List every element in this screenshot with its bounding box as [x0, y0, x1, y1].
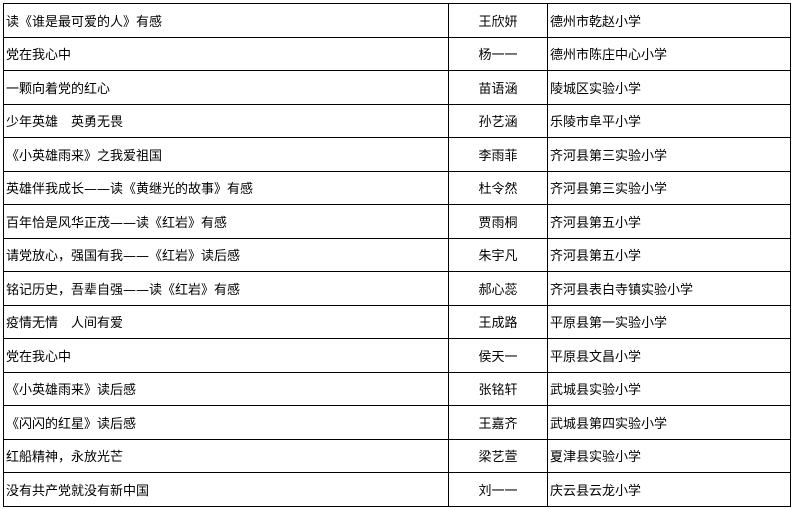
- school-cell: 齐河县第五小学: [547, 237, 791, 272]
- school-cell: 夏津县实验小学: [547, 438, 791, 473]
- student-name-cell: 贾雨桐: [448, 204, 548, 239]
- school-cell: 齐河县第五小学: [547, 204, 791, 239]
- student-name-cell: 刘一一: [448, 472, 548, 507]
- award-table-body: 读《谁是最可爱的人》有感 王欣妍 德州市乾赵小学 党在我心中 杨一一 德州市陈庄中心小学一…: [3, 3, 791, 507]
- essay-title-cell: 《小英雄雨来》读后感: [3, 371, 449, 406]
- table-row: 《小英雄雨来》之我爱祖国 李雨菲 齐河县第三实验小学: [3, 137, 791, 172]
- student-name-cell: 杜令然: [448, 170, 548, 205]
- school-cell: 齐河县第三实验小学: [547, 137, 791, 172]
- table-row: 一颗向着党的红心 苗语涵 陵城区实验小学: [3, 70, 791, 105]
- table-row: 读《谁是最可爱的人》有感 王欣妍 德州市乾赵小学: [3, 3, 791, 38]
- school-cell: 平原县第一实验小学: [547, 304, 791, 339]
- essay-title-cell: 英雄伴我成长——读《黄继光的故事》有感: [3, 170, 449, 205]
- student-name-cell: 张铭轩: [448, 371, 548, 406]
- school-cell: 庆云县云龙小学: [547, 472, 791, 507]
- school-cell: 武城县第四实验小学: [547, 405, 791, 440]
- table-row: 《闪闪的红星》读后感 王嘉齐 武城县第四实验小学: [3, 405, 791, 440]
- school-cell: 武城县实验小学: [547, 371, 791, 406]
- table-row: 百年恰是风华正茂——读《红岩》有感 贾雨桐 齐河县第五小学: [3, 204, 791, 239]
- student-name-cell: 梁艺萱: [448, 438, 548, 473]
- table-row: 请党放心，强国有我——《红岩》读后感 朱宇凡 齐河县第五小学: [3, 237, 791, 272]
- essay-title-cell: 《闪闪的红星》读后感: [3, 405, 449, 440]
- school-cell: 平原县文昌小学: [547, 338, 791, 373]
- table-row: 少年英雄 英勇无畏 孙艺涵 乐陵市阜平小学: [3, 103, 791, 138]
- table-row: 红船精神，永放光芒 梁艺萱 夏津县实验小学: [3, 438, 791, 473]
- student-name-cell: 苗语涵: [448, 70, 548, 105]
- school-cell: 齐河县表白寺镇实验小学: [547, 271, 791, 306]
- essay-title-cell: 没有共产党就没有新中国: [3, 472, 449, 507]
- school-cell: 陵城区实验小学: [547, 70, 791, 105]
- essay-title-cell: 疫情无情 人间有爱: [3, 304, 449, 339]
- essay-title-cell: 党在我心中: [3, 338, 449, 373]
- student-name-cell: 郝心蕊: [448, 271, 548, 306]
- table-row: 党在我心中 侯天一 平原县文昌小学: [3, 338, 791, 373]
- table-row: 铭记历史，吾辈自强——读《红岩》有感 郝心蕊 齐河县表白寺镇实验小学: [3, 271, 791, 306]
- student-name-cell: 李雨菲: [448, 137, 548, 172]
- table-row: 疫情无情 人间有爱 王成路 平原县第一实验小学: [3, 304, 791, 339]
- table-row: 《小英雄雨来》读后感 张铭轩 武城县实验小学: [3, 371, 791, 406]
- student-name-cell: 孙艺涵: [448, 103, 548, 138]
- essay-title-cell: 《小英雄雨来》之我爱祖国: [3, 137, 449, 172]
- student-name-cell: 朱宇凡: [448, 237, 548, 272]
- table-row: 没有共产党就没有新中国 刘一一 庆云县云龙小学: [3, 472, 791, 507]
- school-cell: 齐河县第三实验小学: [547, 170, 791, 205]
- table-row: 党在我心中 杨一一 德州市陈庄中心小学: [3, 36, 791, 71]
- student-name-cell: 王成路: [448, 304, 548, 339]
- school-cell: 德州市乾赵小学: [547, 3, 791, 38]
- essay-title-cell: 红船精神，永放光芒: [3, 438, 449, 473]
- school-cell: 德州市陈庄中心小学: [547, 36, 791, 71]
- essay-title-cell: 少年英雄 英勇无畏: [3, 103, 449, 138]
- award-table: 读《谁是最可爱的人》有感 王欣妍 德州市乾赵小学 党在我心中 杨一一 德州市陈庄中心小学一…: [3, 3, 791, 507]
- essay-title-cell: 铭记历史，吾辈自强——读《红岩》有感: [3, 271, 449, 306]
- student-name-cell: 王欣妍: [448, 3, 548, 38]
- essay-title-cell: 请党放心，强国有我——《红岩》读后感: [3, 237, 449, 272]
- student-name-cell: 王嘉齐: [448, 405, 548, 440]
- essay-title-cell: 一颗向着党的红心: [3, 70, 449, 105]
- student-name-cell: 侯天一: [448, 338, 548, 373]
- essay-title-cell: 党在我心中: [3, 36, 449, 71]
- student-name-cell: 杨一一: [448, 36, 548, 71]
- essay-title-cell: 读《谁是最可爱的人》有感: [3, 3, 449, 38]
- table-row: 英雄伴我成长——读《黄继光的故事》有感 杜令然 齐河县第三实验小学: [3, 170, 791, 205]
- essay-title-cell: 百年恰是风华正茂——读《红岩》有感: [3, 204, 449, 239]
- school-cell: 乐陵市阜平小学: [547, 103, 791, 138]
